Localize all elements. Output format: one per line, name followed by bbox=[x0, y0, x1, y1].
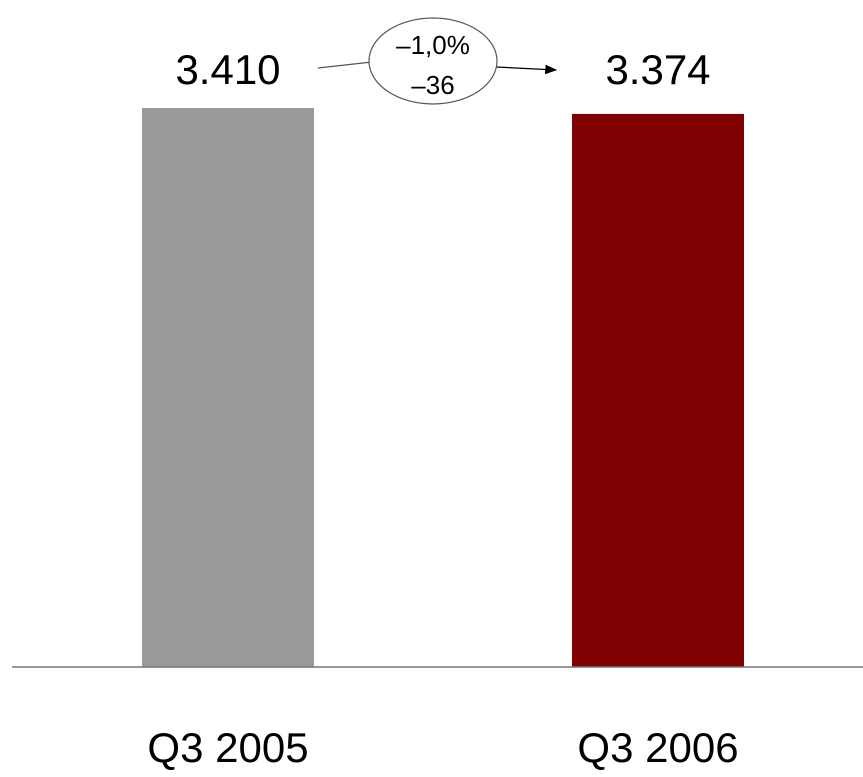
change-annotation: –1,0% –36 bbox=[317, 17, 558, 105]
value-label-q3-2006: 3.374 bbox=[605, 46, 710, 93]
annotation-arrow bbox=[495, 64, 558, 75]
category-label-q3-2006: Q3 2006 bbox=[577, 724, 738, 771]
category-label-q3-2005: Q3 2005 bbox=[147, 724, 308, 771]
bar-q3-2006 bbox=[572, 113, 744, 667]
bars-layer bbox=[142, 108, 744, 667]
annotation-absolute-change: –36 bbox=[411, 70, 454, 100]
labels-layer: 3.410 Q3 2005 3.374 Q3 2006 bbox=[147, 46, 738, 771]
value-label-q3-2005: 3.410 bbox=[175, 46, 280, 93]
annotation-percent-change: –1,0% bbox=[396, 30, 470, 60]
annotation-ellipse bbox=[368, 17, 498, 105]
bar-q3-2005 bbox=[142, 108, 314, 667]
annotation-connector-left bbox=[317, 61, 373, 69]
